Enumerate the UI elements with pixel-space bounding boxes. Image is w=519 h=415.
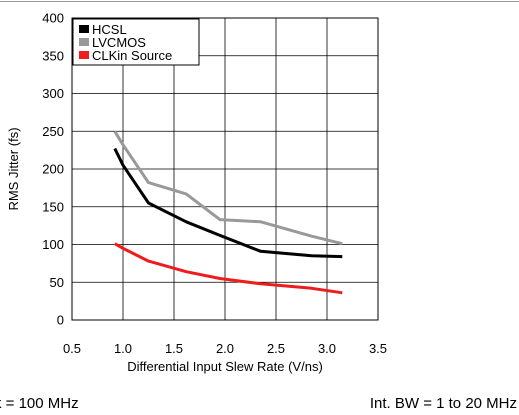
series-line-hcsl	[113, 147, 343, 259]
legend-label: LVCMOS	[92, 35, 146, 50]
grid	[71, 17, 379, 321]
y-tick-label: 400	[42, 11, 64, 26]
x-tick-label: 2.0	[216, 341, 234, 356]
y-tick-label: 150	[42, 199, 64, 214]
x-tick-label: 2.5	[267, 341, 285, 356]
legend-swatch	[79, 51, 89, 59]
y-tick-label: 200	[42, 162, 64, 177]
x-tick-labels: 0.5 1.0 1.5 2.0 2.5 3.0 3.5	[63, 341, 387, 356]
plot-frame	[71, 17, 379, 321]
x-tick-label: 0.5	[63, 341, 81, 356]
y-tick-label: 300	[42, 86, 64, 101]
top-rule	[0, 1, 519, 2]
series-line-clkin-source	[114, 242, 343, 295]
legend-swatch	[79, 25, 89, 33]
legend-swatch	[79, 38, 89, 46]
y-axis-title: RMS Jitter (fs)	[6, 127, 21, 210]
x-tick-label: 3.5	[369, 341, 387, 356]
y-tick-label: 0	[57, 313, 64, 328]
x-tick-label: 3.0	[318, 341, 336, 356]
x-tick-label: 1.0	[114, 341, 132, 356]
y-tick-label: 50	[50, 275, 64, 290]
y-tick-label: 350	[42, 48, 64, 63]
jitter-vs-slew-rate-chart: 0 50 100 150 200 250 300 350 400 0.5 1.0 1.5 2.0 2.5…	[6, 11, 387, 375]
y-tick-label: 100	[42, 237, 64, 252]
x-tick-label: 1.5	[165, 341, 183, 356]
y-tick-labels: 0 50 100 150 200 250 300 350 400	[42, 11, 64, 328]
x-axis-title: Differential Input Slew Rate (V/ns)	[127, 359, 323, 374]
footnote-integration-bandwidth: Int. BW = 1 to 20 MHz	[369, 395, 517, 412]
legend-label: HCSL	[92, 22, 127, 37]
series-line-lvcmos	[113, 130, 343, 246]
legend-label: CLKin Source	[92, 48, 172, 63]
series-lines	[113, 130, 343, 295]
legend-box	[72, 18, 200, 66]
y-tick-label: 250	[42, 124, 64, 139]
footnote-reference-clock: k = 100 MHz	[0, 395, 79, 412]
